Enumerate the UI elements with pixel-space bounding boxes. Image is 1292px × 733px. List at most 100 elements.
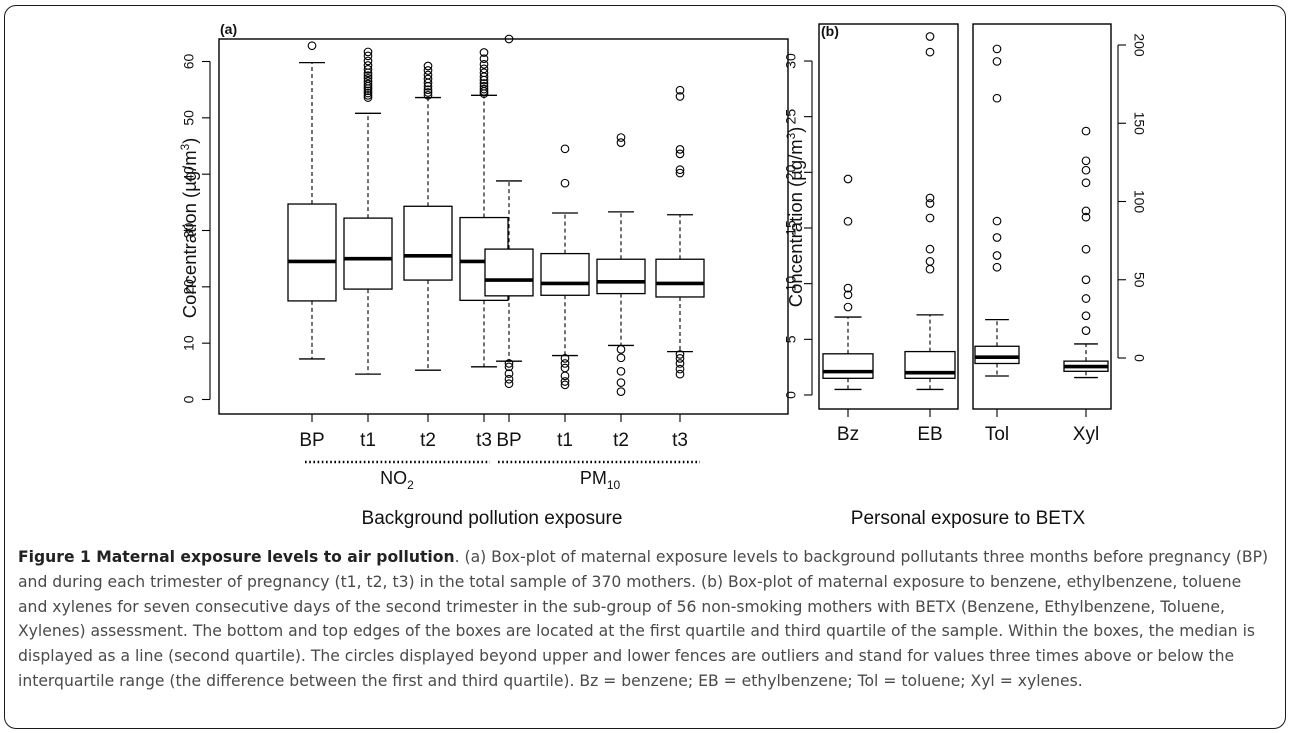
panel-a-box-pm10-t2-outlier: [616, 133, 626, 142]
panel-a-box-pm10-bp-outlier: [504, 362, 514, 372]
panel-b-box-eb-outlier: [925, 193, 935, 203]
panel-a-box-no2-t2-outlier: [423, 88, 433, 97]
panel-a-box-no2-t3-outlier: [479, 48, 489, 57]
panel-a-x-tick-label: t1: [557, 430, 573, 451]
panel-a-box-pm10-t1-outlier: [560, 363, 570, 373]
panel-a-box-no2-t1-outlier: [363, 65, 373, 74]
panel-a-label: (a): [220, 21, 237, 37]
panel-a-box-no2-t1-outlier: [363, 76, 373, 86]
panel-a-box-no2-t2-outlier: [423, 90, 433, 100]
panel-b-box-eb-outlier: [925, 47, 935, 57]
panel-a-box-no2-t2-outlier: [423, 85, 433, 95]
panel-a-box-no2-t1-outlier: [363, 90, 373, 100]
panel-b-x-axis-label: Personal exposure to BETX: [851, 508, 1086, 529]
panel-b-box-tol-outlier: [992, 262, 1002, 272]
panel-b-box-eb-outlier: [925, 257, 935, 266]
panel-a-box-pm10-t1-iqr-box: [540, 252, 590, 296]
panel-b-box-xyl-outlier: [1081, 212, 1091, 222]
panel-a-box-no2-t1-outlier: [363, 93, 373, 102]
panel-a-box-no2-t2-outlier: [423, 66, 433, 75]
panel-b-y-axis-label: Concentration (µg/m3): [785, 127, 806, 308]
panel-a-y-axis: 0 10 20 30 40 50 60: [181, 54, 211, 403]
panel-b-right-y-tick-label: 200: [1131, 33, 1147, 57]
panel-b-box-xyl-outlier: [1081, 244, 1091, 254]
panel-b-box-tol-outlier: [992, 251, 1002, 260]
panel-b-box-eb-outlier: [925, 264, 935, 274]
panel-b-left-y-tick-label: 0: [783, 391, 799, 399]
panel-a-box-no2-t1-outlier: [363, 56, 373, 66]
panel-a-box-pm10-t1-outlier: [560, 380, 570, 390]
panel-a-box-no2-t3-outlier: [479, 81, 489, 91]
panel-b-box-xyl-outlier: [1081, 275, 1091, 285]
panel-a-box-pm10-t1-outlier: [560, 371, 570, 381]
panel-a-box-no2-t3-outlier: [479, 64, 489, 74]
panel-a-box-pm10-bp-outlier: [504, 359, 514, 368]
panel-a-box-no2-t1-outlier: [363, 61, 373, 70]
panel-a-box-pm10-t3-outlier: [675, 168, 685, 178]
panel-a-box-no2-t1-outlier: [363, 74, 373, 83]
panel-a-box-pm10-t2-outlier: [616, 138, 626, 147]
panel-a-x-axis-label: Background pollution exposure: [362, 508, 623, 529]
panel-a-box-no2-t2-iqr-box: [403, 205, 453, 281]
panel-a-x-tick-label: t2: [420, 430, 436, 451]
panel-a-box-pm10-t3-outlier: [675, 369, 685, 379]
panel-a-box-no2-t2-outlier: [423, 74, 433, 84]
panel-b-left-y-tick-label: 25: [783, 109, 799, 125]
panel-a-box-no2-t1-outlier: [363, 71, 373, 80]
caption-title: Figure 1 Maternal exposure levels to air…: [18, 548, 455, 566]
panel-b-left-y-tick-label: 5: [783, 335, 799, 343]
panel-a-y-tick-label: 60: [181, 54, 197, 70]
panel-a-box-no2-t3-outlier: [479, 79, 489, 88]
panel-a-box-pm10-bp-outlier: [504, 369, 514, 378]
panel-b-box-bz-outlier: [843, 302, 853, 312]
group-label-no2: NO2: [380, 468, 414, 492]
panel-a-box-no2-t1-outlier: [363, 51, 373, 61]
panel-a-box-pm10-t3-outlier: [675, 359, 685, 368]
figure-caption: Figure 1 Maternal exposure levels to air…: [18, 545, 1274, 694]
panel-b-box-xyl-outlier: [1081, 326, 1091, 335]
panel-b-left-y-tick-label: 10: [783, 276, 799, 292]
panel-b-box-eb-outlier: [925, 244, 935, 254]
panel-a-x-tick-label: BP: [496, 430, 521, 451]
panel-b-x-tick-label: EB: [917, 424, 942, 445]
panel-a-y-tick-label: 30: [181, 223, 197, 239]
panel-b-right-y-axis: 0 50 100 150 200: [1117, 33, 1147, 362]
panel-a-box-no2-t1-iqr-box: [343, 217, 393, 290]
panel-b-box-xyl-outlier: [1081, 156, 1091, 166]
panel-a-box-pm10-t3-outlier: [675, 165, 685, 175]
panel-a-box-pm10-t2-outlier: [616, 353, 626, 363]
panel-b-box-eb-outlier: [925, 199, 935, 208]
panel-a-y-axis-label: Concentration (µg/m3): [179, 138, 200, 319]
panel-b-box-xyl-outlier: [1081, 311, 1091, 321]
panel-a-box-pm10-t1-outlier: [560, 354, 570, 363]
panel-b-box-xyl-outlier: [1081, 126, 1091, 136]
panel-a-x-tick-label: BP: [299, 430, 324, 451]
figure-frame: [4, 5, 1286, 729]
panel-b-box-bz-outlier: [843, 216, 853, 226]
panel-a-box-pm10-t3-outlier: [675, 350, 685, 359]
group-label-pm10: PM10: [580, 468, 621, 492]
panel-a-box-pm10-bp-outlier: [504, 374, 514, 384]
panel-a-box-no2-t1-outlier: [363, 47, 373, 57]
panel-a-box-pm10-t1-outlier: [560, 377, 570, 386]
panel-b-right-y-tick-label: 150: [1131, 112, 1147, 136]
panel-b-box-xyl-outlier: [1081, 294, 1091, 303]
panel-a-box-pm10-t3-outlier: [675, 149, 685, 159]
panel-a-x-tick-label: t3: [476, 430, 492, 451]
panel-a-box-pm10-t2-outlier: [616, 378, 626, 387]
panel-a-box-no2-bp-iqr-box: [287, 203, 337, 302]
panel-a-box-pm10-t2-outlier: [616, 366, 626, 376]
panel-b-x-tick-label: Bz: [837, 424, 859, 445]
panel-a-box-no2-bp-outlier: [307, 41, 317, 51]
panel-a-box-pm10-t3-outlier: [675, 85, 685, 95]
panel-a-box-pm10-t3-outlier: [675, 364, 685, 374]
panel-b-label: (b): [821, 23, 839, 39]
panel-a-x-tick-label: t2: [613, 430, 629, 451]
panel-a-box-pm10-t1-outlier: [560, 178, 570, 188]
panel-a-box-no2-t3-outlier: [479, 59, 489, 69]
panel-b-box-xyl-outlier: [1081, 178, 1091, 188]
panel-a-x-tick-label: t1: [360, 430, 376, 451]
panel-b-box-bz-iqr-box: [822, 353, 874, 379]
